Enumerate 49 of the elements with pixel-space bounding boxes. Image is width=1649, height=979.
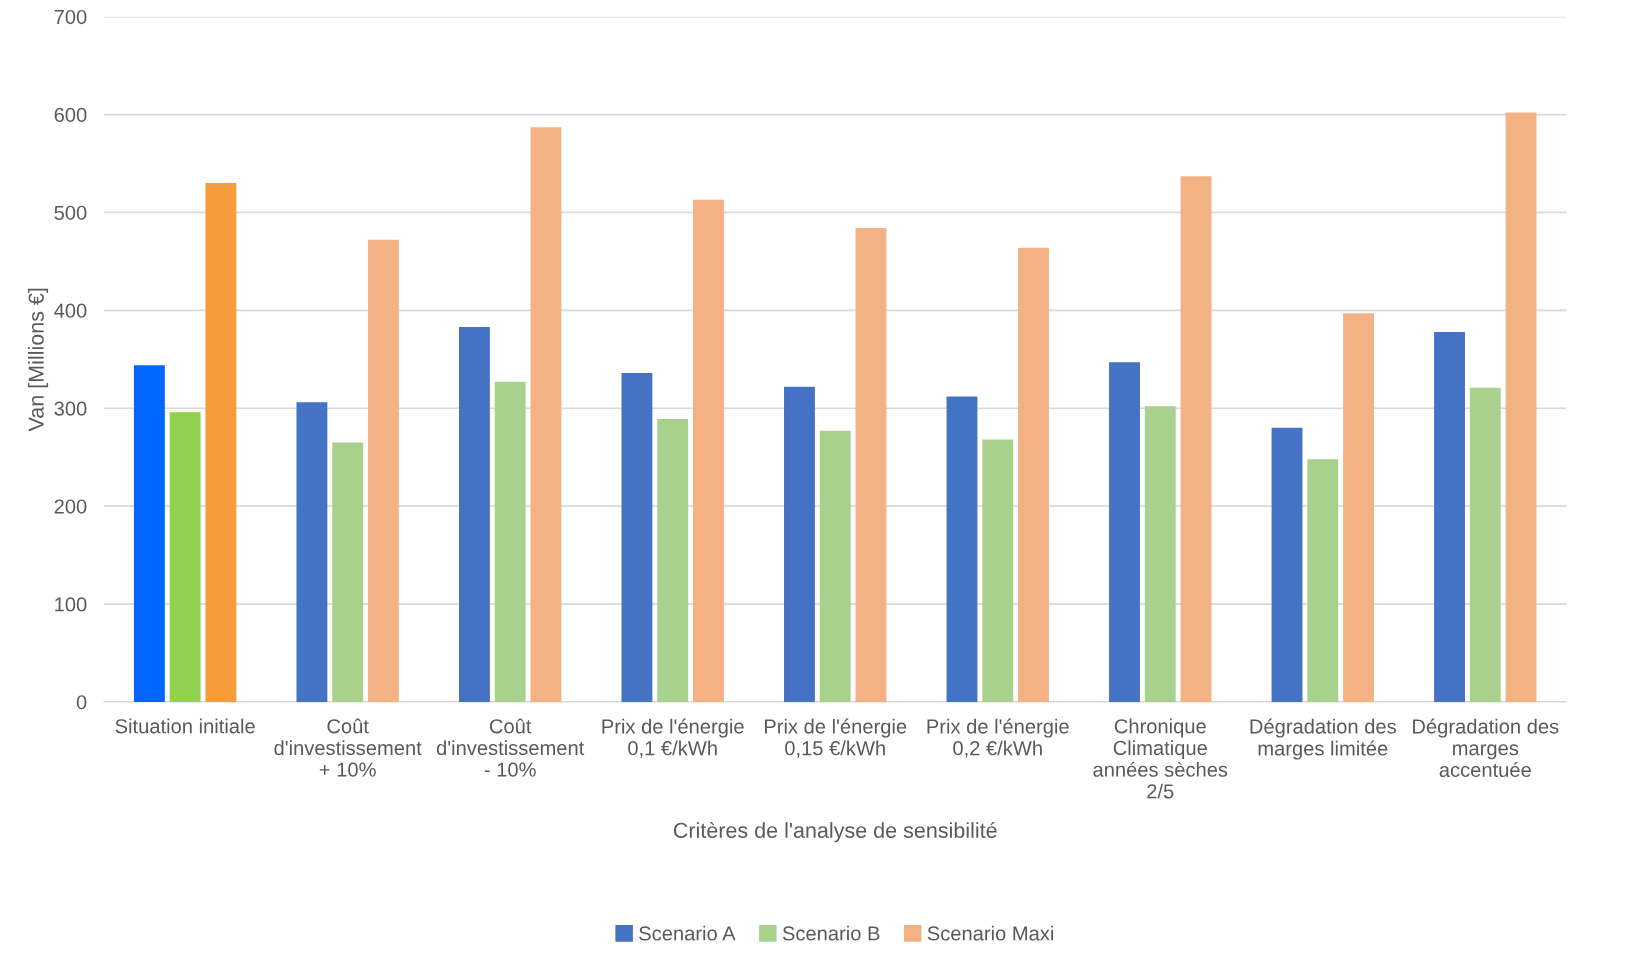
y-tick-label: 500 xyxy=(54,205,87,220)
bar xyxy=(657,419,689,702)
bar xyxy=(1180,176,1212,702)
x-tick-label: Dégradation des marges accentuée xyxy=(1413,718,1559,778)
x-tick-label: Coût d'investissement - 10% xyxy=(436,718,585,777)
bar xyxy=(693,199,724,702)
legend-label: Scenario Maxi xyxy=(927,925,1054,941)
bar xyxy=(621,373,653,702)
y-tick-label: 200 xyxy=(54,499,87,514)
legend-label: Scenario B xyxy=(782,925,880,941)
y-tick-label: 300 xyxy=(54,401,87,416)
bar xyxy=(819,430,851,702)
x-tick-label: Coût d'investissement + 10% xyxy=(274,718,422,777)
x-tick-label: Prix de l'énergie 0,15 €/kWh xyxy=(764,718,907,758)
bar xyxy=(1144,406,1176,702)
x-tick-label: Situation initiale xyxy=(115,718,255,734)
y-tick-label: 600 xyxy=(54,107,87,123)
bar xyxy=(205,183,237,702)
bar xyxy=(133,365,165,702)
bar xyxy=(458,326,490,702)
bar xyxy=(946,396,978,702)
x-axis-title: Critères de l'analyse de sensibilité xyxy=(673,821,997,843)
bar xyxy=(494,381,526,702)
bar xyxy=(367,239,399,702)
y-tick-label: 0 xyxy=(76,695,87,710)
y-tick-label: 400 xyxy=(54,303,87,318)
bar xyxy=(982,439,1014,702)
bar xyxy=(1307,459,1339,702)
bar xyxy=(1343,313,1374,702)
bar xyxy=(1271,427,1303,702)
bar xyxy=(530,127,562,702)
bar xyxy=(169,412,201,702)
bar xyxy=(1434,331,1465,702)
bar xyxy=(1109,362,1140,702)
legend-label: Scenario A xyxy=(639,925,736,941)
bar xyxy=(332,442,364,702)
bar xyxy=(784,386,815,702)
x-tick-label: Prix de l'énergie 0,1 €/kWh xyxy=(602,718,744,758)
bar xyxy=(1469,387,1501,702)
y-tick-label: 100 xyxy=(55,597,87,612)
bar xyxy=(855,228,887,702)
x-tick-label: Dégradation des marges limitée xyxy=(1250,718,1396,760)
bar xyxy=(1018,247,1049,702)
bar xyxy=(1505,112,1537,702)
y-tick-label: 700 xyxy=(54,9,87,25)
bar xyxy=(296,402,328,702)
x-tick-label: Chronique Climatique années sèches 2/5 xyxy=(1093,718,1228,799)
x-tick-label: Prix de l'énergie 0,2 €/kWh xyxy=(927,718,1069,758)
y-axis-title: Van [Millions €] xyxy=(28,288,49,432)
